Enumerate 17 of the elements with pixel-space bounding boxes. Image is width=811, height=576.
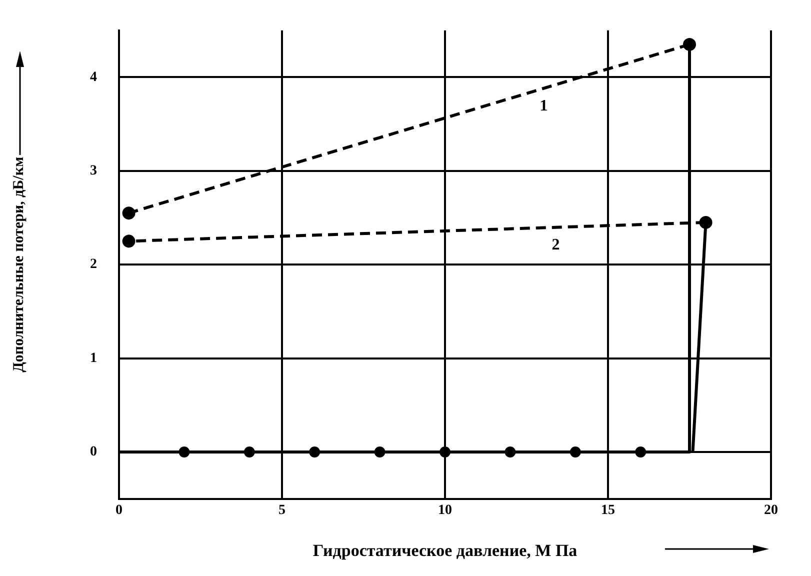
x-tick-label: 15 bbox=[601, 502, 615, 518]
series-label: 2 bbox=[552, 236, 560, 254]
x-tick-label: 20 bbox=[764, 502, 778, 518]
y-tick-label: 0 bbox=[90, 444, 97, 460]
x-axis-title: Гидростатическое давление, М Па bbox=[312, 541, 578, 560]
y-tick-label: 1 bbox=[90, 350, 97, 366]
y-tick-label: 3 bbox=[90, 164, 97, 179]
x-tick-label: 0 bbox=[116, 502, 122, 518]
series-label: 1 bbox=[540, 97, 548, 114]
x-tick-label: 5 bbox=[278, 502, 286, 518]
y-tick-label: 2 bbox=[90, 257, 97, 272]
point bbox=[683, 38, 696, 51]
point bbox=[122, 234, 136, 248]
y-axis-title: Дополнительные потери, дБ/км bbox=[10, 156, 27, 372]
y-tick-label: 4 bbox=[90, 70, 97, 85]
x-tick-label: 10 bbox=[438, 502, 452, 518]
point bbox=[122, 206, 136, 220]
